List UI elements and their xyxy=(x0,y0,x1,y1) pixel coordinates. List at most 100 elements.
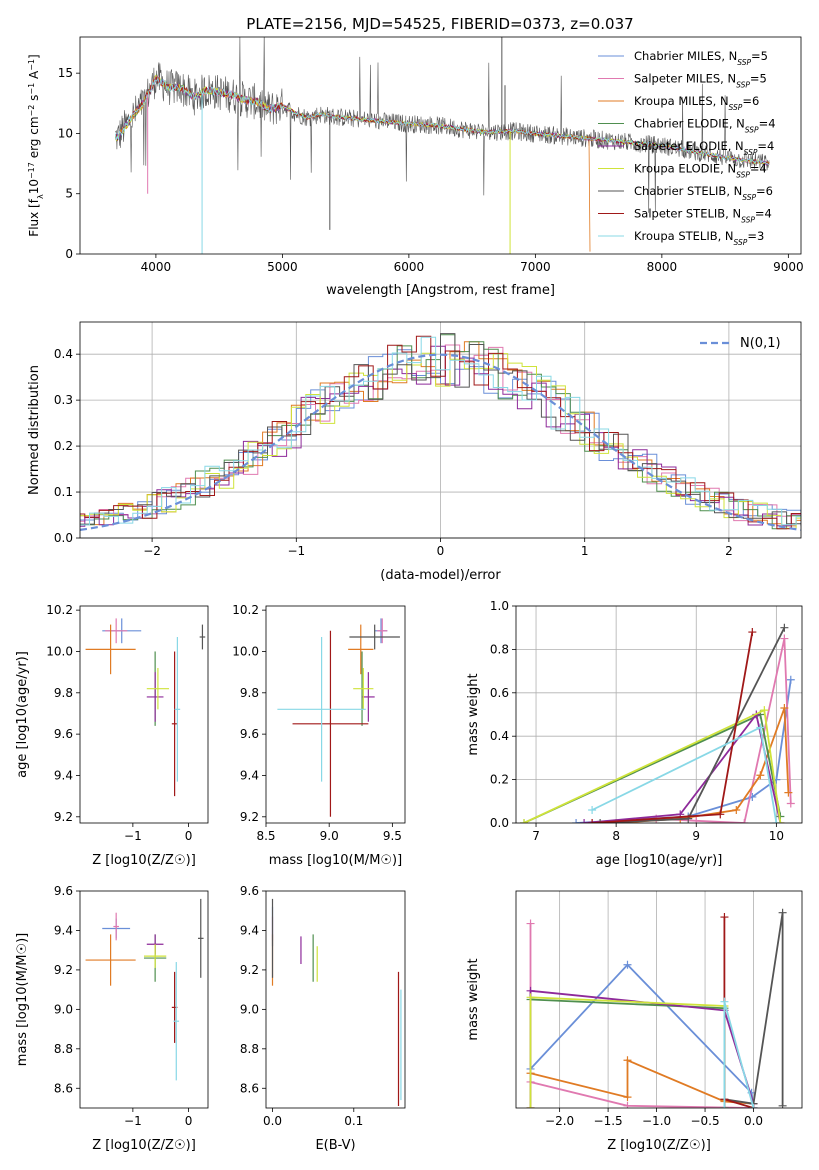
x-axis-label: mass [log10(M/M☉)] xyxy=(269,853,402,868)
y-axis-label-part: λ xyxy=(36,194,45,199)
y-tick-label: 0.2 xyxy=(490,773,509,787)
weight-marker xyxy=(520,819,529,823)
y-tick-label: 9.0 xyxy=(54,1002,73,1016)
x-tick-label: 0 xyxy=(437,544,445,558)
legend-entry: Salpeter ELODIE, NSSP=4 xyxy=(634,139,774,157)
weight-lines xyxy=(520,623,795,823)
y-axis-label-part: −2 xyxy=(27,105,36,117)
weight-marker xyxy=(780,634,789,643)
y-axis-label: mass weight xyxy=(466,673,481,755)
y-tick-label: 0.1 xyxy=(54,485,73,499)
x-tick-label: 1 xyxy=(581,544,589,558)
weight-series-2 xyxy=(530,1058,754,1105)
weight-marker xyxy=(780,703,789,712)
weight-marker xyxy=(716,810,725,819)
legend-entry: Kroupa ELODIE, NSSP=4 xyxy=(634,162,767,180)
legend-entry-name: Salpeter ELODIE, N xyxy=(634,139,744,153)
y-axis-label: Flux [fλ10−17 erg cm−2 s−1 A−1] xyxy=(27,54,45,236)
y-tick-label: 0.4 xyxy=(54,347,73,361)
legend-entry-count: =5 xyxy=(750,72,767,86)
x-tick-label: 8 xyxy=(612,829,620,843)
x-tick-label: −1.5 xyxy=(594,1114,623,1128)
legend-entry-sub: SSP xyxy=(741,215,755,224)
y-tick-label: 9.6 xyxy=(54,727,73,741)
weight-marker xyxy=(760,706,769,715)
y-tick-label: 9.4 xyxy=(240,768,259,782)
x-tick-label: 0.0 xyxy=(744,1114,763,1128)
legend-entry-sub: SSP xyxy=(729,103,743,112)
y-tick-label: 5 xyxy=(65,187,73,201)
y-tick-label: 0.3 xyxy=(54,393,73,407)
weight-marker xyxy=(748,628,757,637)
axes-frame xyxy=(79,605,209,824)
x-tick-label: 0.0 xyxy=(263,1114,282,1128)
y-tick-label: 9.2 xyxy=(240,963,259,977)
y-tick-label: 9.2 xyxy=(240,810,259,824)
y-tick-label: 10.0 xyxy=(232,644,259,658)
y-axis-label-part: s xyxy=(27,95,41,105)
x-axis-label: Z [log10(Z/Z☉)] xyxy=(607,1138,711,1153)
weight-marker xyxy=(740,819,749,823)
y-tick-label: 9.2 xyxy=(54,810,73,824)
weight-marker xyxy=(778,1101,787,1108)
spectrum-panel: 4000 5000 6000 7000 8000 9000 0 5 10 15 wavelength… xyxy=(27,36,804,298)
y-tick-label: 10 xyxy=(58,126,73,140)
x-tick-label: −1 xyxy=(287,544,305,558)
legend-entry-sub: SSP xyxy=(742,193,756,202)
legend-entry-sub: SSP xyxy=(745,125,759,134)
weight-series-0 xyxy=(529,963,755,1108)
axes-frame xyxy=(265,890,406,1109)
weight-marker xyxy=(756,723,765,732)
y-axis-label-part: −17 xyxy=(27,162,36,179)
legend-entry-name: Kroupa ELODIE, N xyxy=(634,162,736,176)
legend-entry-name: Chabrier STELIB, N xyxy=(634,184,742,198)
axes-frame xyxy=(79,36,802,255)
y-tick-label: 8.6 xyxy=(54,1081,73,1095)
weight-marker xyxy=(784,788,793,797)
x-tick-label: 8.5 xyxy=(256,829,275,843)
axes-frame xyxy=(515,605,803,824)
weight-vs-metallicity-panel: −2.0 −1.5 −1.0 −0.5 0.0 Z [log10(Z/Z☉)] mass w… xyxy=(466,890,803,1153)
x-tick-label: 0.1 xyxy=(344,1114,363,1128)
y-axis-label-part: 10 xyxy=(27,179,41,194)
histogram-series-5 xyxy=(80,352,801,529)
legend-entry: Salpeter MILES, NSSP=5 xyxy=(634,72,767,90)
y-tick-label: 0.6 xyxy=(490,686,509,700)
x-tick-label: 0 xyxy=(185,1114,193,1128)
axes-frame xyxy=(265,605,406,824)
y-tick-label: 9.8 xyxy=(54,686,73,700)
legend-entry: Kroupa STELIB, NSSP=3 xyxy=(634,229,764,247)
y-tick-label: 0 xyxy=(65,247,73,261)
axes-frame xyxy=(515,890,803,1109)
y-axis-label-part: ] xyxy=(27,54,41,59)
legend-entry-count: =4 xyxy=(757,139,774,153)
weight-lines xyxy=(526,908,787,1108)
x-tick-label: −0.5 xyxy=(690,1114,719,1128)
x-tick-label: 9000 xyxy=(773,260,804,274)
x-tick-label: −2.0 xyxy=(545,1114,574,1128)
legend-entry-sub: SSP xyxy=(737,58,751,67)
weight-marker xyxy=(580,819,589,823)
legend-entry-name: Salpeter STELIB, N xyxy=(634,207,741,221)
y-axis-label: mass [log10(M/M☉)] xyxy=(15,933,30,1066)
weight-marker xyxy=(588,805,597,814)
x-axis-label: age [log10(age/yr)] xyxy=(596,853,723,868)
weight-series-8 xyxy=(723,1001,755,1108)
x-tick-label: 7 xyxy=(532,829,540,843)
age-vs-metallicity-panel: −1 0 9.2 9.4 9.6 9.8 10.0 10.2 Z [log10(Z/Z☉)] ag… xyxy=(15,603,209,868)
histogram-series-7 xyxy=(80,335,801,530)
weight-series-3 xyxy=(523,713,782,823)
gaussian-curve xyxy=(80,353,801,531)
legend-entry-sub: SSP xyxy=(736,80,750,89)
weight-marker xyxy=(572,819,581,823)
age-vs-mass-panel: 8.5 9.0 9.5 9.2 9.4 9.6 9.8 10.0 10.2 mass [log10… xyxy=(232,603,406,868)
y-tick-label: 0.0 xyxy=(490,816,509,830)
weight-marker xyxy=(526,1104,535,1108)
y-tick-label: 9.0 xyxy=(240,1002,259,1016)
weight-vs-age-panel: 7 8 9 10 0.0 0.2 0.4 0.6 0.8 1.0 age [log10(age/yr… xyxy=(466,599,803,868)
y-tick-label: 9.4 xyxy=(54,768,73,782)
y-tick-label: 0.0 xyxy=(54,531,73,545)
legend-entry-sub: SSP xyxy=(736,170,750,179)
y-tick-label: 9.4 xyxy=(240,923,259,937)
legend-entry-sub: SSP xyxy=(734,238,748,247)
